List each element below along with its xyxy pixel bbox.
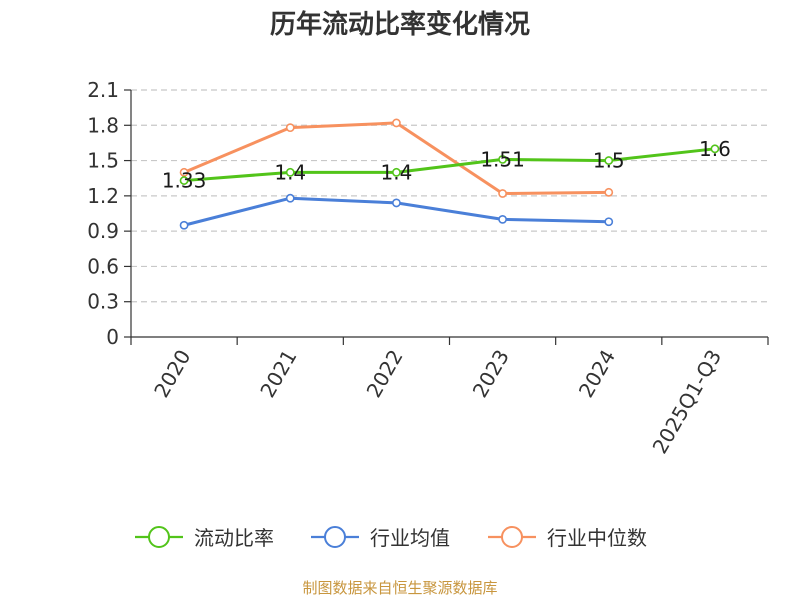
legend-marker (324, 526, 346, 548)
data-point (710, 144, 720, 154)
data-point (392, 198, 401, 208)
y-tick-label: 1.5 (87, 149, 119, 173)
data-point (498, 154, 507, 164)
legend-marker (148, 526, 170, 548)
data-labels: 1.33 1.4 1.4 1.51 1.5 1.6 (162, 137, 731, 193)
x-tick-label: 2021 (255, 346, 301, 402)
y-tick-label: 0.6 (87, 254, 119, 278)
axes: 0 0.3 0.6 0.9 1.2 1.5 1.8 2.1 2020 2021 2022 2023 20… (87, 78, 769, 458)
legend-marker (501, 526, 523, 548)
data-label: 1.33 (162, 169, 207, 193)
series-line-0 (182, 147, 717, 183)
y-tick-label: 0.9 (87, 219, 119, 243)
data-point (179, 167, 189, 177)
data-point (392, 118, 401, 128)
data-point (392, 167, 401, 177)
data-point (604, 156, 614, 165)
data-point (604, 187, 614, 197)
chart-title: 历年流动比率变化情况 (270, 9, 530, 40)
legend: 流动比率 行业均值 行业中位数 (135, 526, 647, 550)
x-tick-label: 2020 (149, 346, 195, 402)
data-point (285, 167, 295, 177)
x-tick-label: 2025Q1-Q3 (648, 346, 727, 458)
data-label: 1.51 (480, 147, 525, 171)
data-point (498, 189, 507, 198)
data-point (285, 193, 295, 203)
legend-label: 行业均值 (370, 526, 450, 550)
data-point (498, 214, 507, 224)
data-label: 1.4 (381, 160, 413, 184)
x-tick-label: 2023 (468, 346, 514, 402)
data-point (604, 217, 614, 227)
series-layer (179, 118, 720, 230)
data-label: 1.6 (699, 137, 731, 161)
data-point (179, 220, 189, 230)
y-tick-label: 1.2 (87, 184, 119, 208)
y-tick-label: 2.1 (87, 78, 119, 102)
data-point (179, 176, 189, 185)
legend-label: 行业中位数 (547, 526, 647, 550)
y-tick-label: 1.8 (87, 113, 119, 137)
x-tick-label: 2024 (574, 346, 620, 402)
y-tick-label: 0 (106, 325, 119, 349)
source-note: 制图数据来自恒生聚源数据库 (302, 579, 497, 597)
data-label: 1.4 (274, 160, 306, 184)
grid-lines (131, 89, 768, 303)
legend-label: 流动比率 (194, 526, 274, 550)
x-tick-label: 2022 (362, 346, 408, 402)
y-tick-label: 0.3 (87, 290, 119, 314)
data-point (285, 123, 295, 133)
data-label: 1.5 (593, 149, 625, 173)
